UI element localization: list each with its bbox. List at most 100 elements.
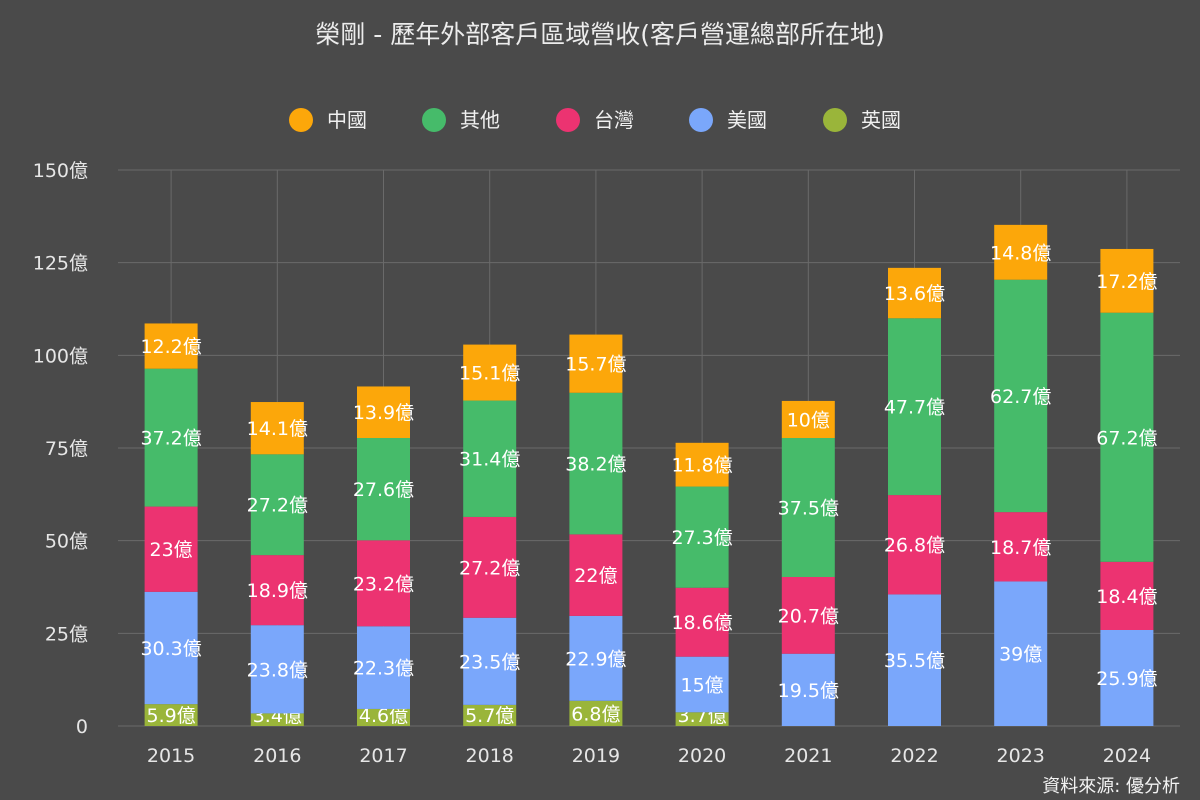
source-note: 資料來源: 優分析: [1042, 776, 1180, 797]
data-label: 23億: [150, 539, 193, 561]
bar-segment: [463, 704, 517, 726]
data-label: 19.5億: [778, 680, 839, 702]
x-tick-label: 2024: [1103, 745, 1151, 767]
data-label: 13.6億: [884, 283, 945, 305]
data-label: 26.8億: [884, 535, 945, 557]
data-label: 67.2億: [1096, 427, 1157, 449]
x-axis: 2015 2016 2017 2018 2019 2020 2021 2022 2023 2024: [147, 745, 1151, 767]
legend-swatch: [689, 108, 713, 132]
y-tick-label: 75億: [45, 438, 88, 460]
legend-label: 英國: [861, 108, 901, 132]
data-label: 37.5億: [778, 497, 839, 519]
bar-segment: [675, 712, 729, 726]
bar-segment: [1100, 629, 1154, 726]
data-label: 31.4億: [459, 449, 520, 471]
legend-swatch: [823, 108, 847, 132]
bar-segment: [675, 486, 729, 588]
bar-segment: [1100, 248, 1154, 313]
bar-segment: [250, 625, 304, 714]
chart-title: 榮剛 - 歷年外部客戶區域營收(客戶營運總部所在地): [315, 20, 884, 49]
data-label: 20.7億: [778, 605, 839, 627]
bar-segment: [357, 386, 410, 438]
bar-segment: [1100, 561, 1154, 630]
data-label: 14.1億: [247, 418, 308, 440]
data-label: 18.7億: [990, 537, 1051, 559]
bar-segment: [144, 591, 198, 705]
bar-segment: [569, 615, 623, 701]
bar-segment: [994, 581, 1048, 726]
bar-segment: [144, 368, 198, 507]
bar-segment: [1100, 312, 1154, 562]
data-label: 22.9億: [565, 648, 626, 670]
bar-segment: [781, 437, 835, 577]
data-label: 37.2億: [140, 428, 201, 450]
y-tick-label: 100億: [33, 345, 88, 367]
data-label: 39億: [999, 644, 1042, 666]
data-label: 23.5億: [459, 651, 520, 673]
bar-segment: [569, 392, 623, 535]
data-label: 22億: [574, 565, 617, 587]
data-label: 10億: [787, 409, 830, 431]
x-tick-label: 2021: [784, 745, 832, 767]
data-label: 27.6億: [353, 479, 414, 501]
bar-segment: [250, 555, 304, 626]
data-label: 62.7億: [990, 386, 1051, 408]
bar-segment: [888, 495, 941, 595]
legend-label: 美國: [727, 108, 767, 132]
bar-segment: [250, 454, 304, 556]
data-label: 5.7億: [465, 705, 514, 727]
bar-segment: [781, 653, 835, 726]
bar-segment: [357, 437, 410, 541]
legend-swatch: [422, 108, 446, 132]
bar-segment: [144, 506, 198, 592]
bar-segment: [357, 540, 410, 627]
data-label: 30.3億: [140, 638, 201, 660]
bar-segment: [463, 516, 517, 618]
bar-stacks: 5.9億30.3億23億37.2億12.2億3.4億23.8億18.9億27.2…: [140, 224, 1158, 727]
data-label: 23.2億: [353, 573, 414, 595]
x-tick-label: 2023: [997, 745, 1045, 767]
x-tick-label: 2019: [572, 745, 620, 767]
data-label: 4.6億: [359, 705, 408, 727]
bar-segment: [463, 344, 517, 401]
bar-segment: [888, 267, 941, 319]
y-axis: 0 25億 50億 75億 100億 125億 150億: [33, 160, 88, 738]
x-tick-label: 2016: [253, 745, 301, 767]
data-label: 35.5億: [884, 650, 945, 672]
data-label: 15.7億: [565, 354, 626, 376]
data-label: 23.8億: [247, 659, 308, 681]
bar-segment: [675, 442, 729, 487]
data-label: 5.9億: [146, 705, 195, 727]
data-label: 12.2億: [140, 336, 201, 358]
x-tick-label: 2018: [466, 745, 514, 767]
data-label: 11.8億: [671, 455, 732, 477]
data-label: 38.2億: [565, 454, 626, 476]
y-tick-label: 150億: [33, 160, 88, 182]
data-label: 17.2億: [1096, 271, 1157, 293]
bar-segment: [250, 402, 304, 455]
bar-segment: [675, 587, 729, 657]
data-label: 18.6億: [671, 612, 732, 634]
bar-segment: [888, 594, 941, 726]
bar-segment: [144, 323, 198, 369]
bar-segment: [144, 704, 198, 726]
bar-segment: [994, 512, 1048, 582]
bar-segment: [781, 576, 835, 654]
bar-segment: [569, 700, 623, 726]
legend-swatch: [556, 108, 580, 132]
data-label: 18.4億: [1096, 586, 1157, 608]
x-tick-label: 2020: [678, 745, 726, 767]
bar-segment: [357, 626, 410, 709]
bar-segment: [357, 708, 410, 726]
bar-segment: [250, 713, 304, 726]
data-label: 27.2億: [459, 557, 520, 579]
data-label: 15億: [681, 674, 724, 696]
x-tick-label: 2015: [147, 745, 195, 767]
bar-segment: [463, 400, 517, 517]
bar-segment: [675, 656, 729, 713]
bar-segment: [781, 400, 835, 438]
data-label: 13.9億: [353, 402, 414, 424]
data-label: 6.8億: [571, 703, 620, 725]
